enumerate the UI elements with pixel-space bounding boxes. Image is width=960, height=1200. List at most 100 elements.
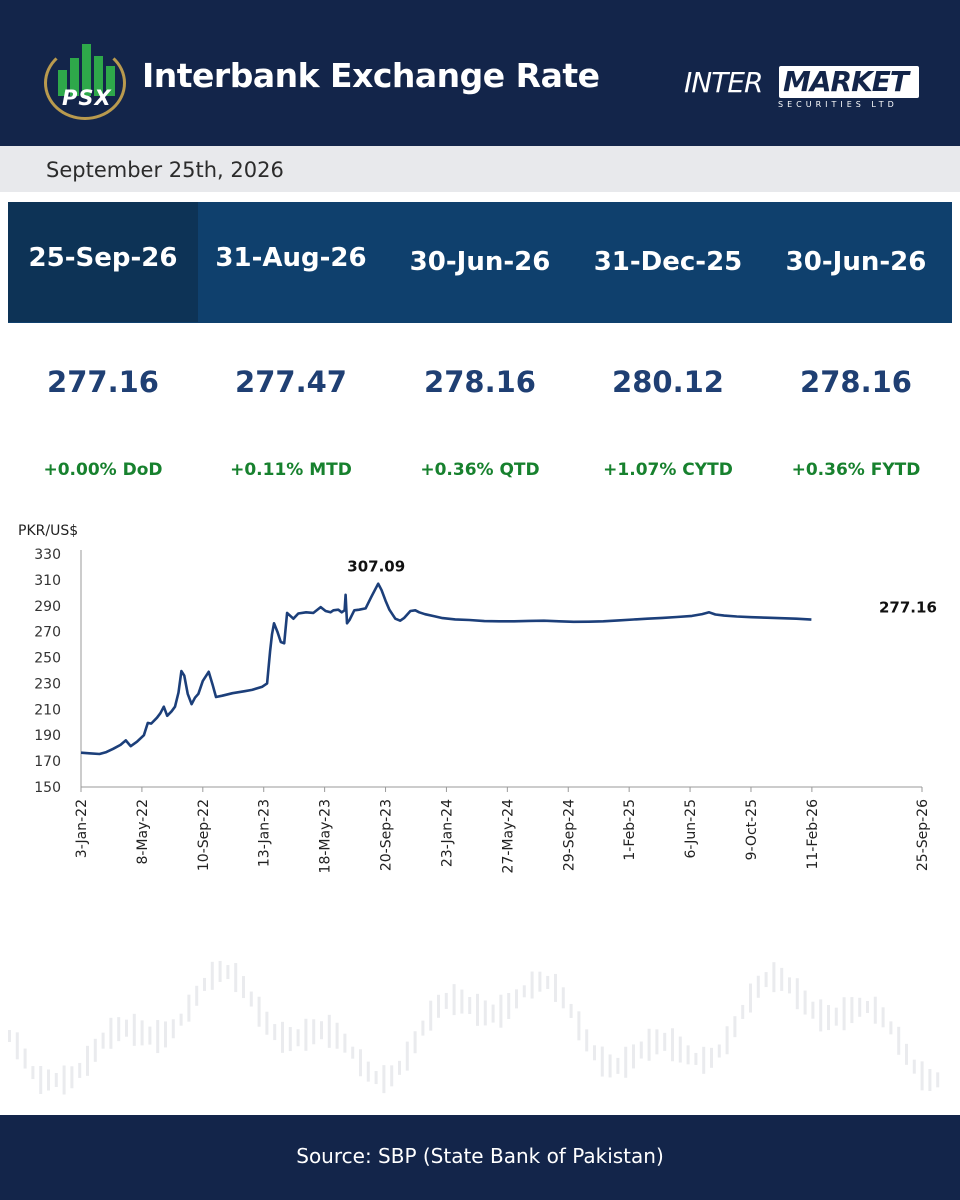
watermark-candle [850,997,854,1024]
watermark-candle [694,1052,698,1065]
watermark-candle [156,1020,160,1054]
x-tick-label: 25-Sep-26 [915,799,931,871]
col-date-5: 30-Jun-26 [785,247,927,277]
y-tick-label: 290 [34,599,61,615]
watermark-candle [608,1054,612,1078]
watermark-candle [881,1007,885,1028]
col-value-2: 277.47 [235,365,347,399]
watermark-candle [936,1072,940,1088]
watermark-candle [273,1024,277,1041]
col-value-1: 277.16 [47,365,159,399]
watermark-candle [288,1027,292,1052]
watermark-candle [242,976,245,999]
watermark-candle [780,967,784,991]
y-tick-label: 150 [34,780,61,796]
watermark-candle [312,1019,316,1045]
psx-logo: PSX [44,40,130,122]
watermark-candle [546,975,550,989]
watermark-candle [452,984,456,1016]
col-date-2: 31-Aug-26 [215,243,367,273]
watermark-candle [179,1013,183,1026]
watermark-candle [616,1057,620,1074]
watermark-candle [171,1019,175,1039]
watermark-candle [554,973,557,1002]
watermark-candle [733,1016,737,1038]
brand-part2: MARKET [779,66,919,98]
watermark-candle [515,989,518,1009]
watermark-candle [390,1065,394,1087]
watermark-candle [296,1029,300,1047]
watermark-candle [429,1000,433,1031]
watermark-candle [741,1004,745,1019]
watermark-candle [827,1005,830,1031]
watermark-candle [444,992,448,1009]
watermark-candle [624,1046,628,1078]
col-date-1: 25-Sep-26 [28,243,178,273]
watermark-candle [249,991,253,1007]
watermark-candle [335,1022,339,1049]
watermark-candle [788,977,791,994]
exchange-rate-chart: PKR/US$ 150 170 190 210 230 250 270 290 310 330 3-J… [18,523,937,873]
watermark-candle [8,1030,11,1042]
watermark-candle [912,1059,916,1074]
watermark-candle [54,1073,58,1087]
brand-part1: INTER [684,66,763,99]
watermark-candle [920,1061,924,1091]
col-change-5: +0.36% FYTD [791,460,921,480]
watermark-candle [663,1032,667,1051]
header-bar: PSX Interbank Exchange Rate INTER MARKET… [0,0,960,146]
x-tick-label: 18-May-23 [318,799,334,873]
watermark-candle [39,1066,43,1094]
watermark-candle [593,1045,596,1061]
watermark-candle [671,1028,674,1062]
data-label: 277.16 [879,598,937,616]
y-tick-label: 190 [34,728,61,744]
watermark-candle [405,1041,409,1071]
data-label: 307.09 [347,558,405,576]
report-date: September 25th, 2026 [46,158,284,182]
watermark-candle [585,1029,589,1052]
watermark-candle [86,1045,89,1076]
watermark-candle [304,1018,308,1051]
watermark-candle [257,996,261,1027]
watermark-candle [655,1029,659,1055]
intermarket-logo: INTER MARKET SECURITIES LTD [684,66,924,112]
watermark-candle [413,1031,417,1054]
watermark-candle [93,1038,97,1062]
watermark-candle [195,985,199,1006]
psx-logo-bars [58,44,116,96]
watermark-candle [468,997,472,1015]
watermark-candle [717,1044,721,1058]
psx-logo-text: PSX [62,86,112,110]
exchange-rate-line [80,582,812,756]
source-note: Source: SBP (State Bank of Pakistan) [296,1144,664,1168]
watermark-candle [327,1014,331,1048]
x-tick-label: 6-Jun-25 [683,799,699,858]
watermark-candle [164,1021,167,1048]
watermark-candle [421,1020,425,1036]
footer-bar: Source: SBP (State Bank of Pakistan) [0,1115,960,1200]
watermark-candle [842,997,846,1031]
x-tick-label: 9-Oct-25 [744,799,760,860]
watermark-candle [569,1003,573,1018]
watermark-candle [811,1001,815,1019]
watermark-candle [109,1017,113,1049]
watermark-candle [897,1026,901,1055]
watermark-candle [148,1026,152,1045]
y-tick-label: 230 [34,676,61,692]
watermark-candle [491,1004,495,1023]
watermark-candle [522,985,526,998]
col-value-5: 278.16 [800,365,912,399]
watermark-candle [62,1065,66,1095]
watermark-candle [772,962,776,993]
watermark-candle [928,1069,932,1091]
x-tick-label: 3-Jan-22 [74,799,90,858]
watermark-candle [31,1066,35,1080]
watermark-candle [203,977,206,991]
watermark-candle [686,1045,690,1065]
watermark-candle [234,963,238,993]
watermark-candle [476,993,479,1026]
x-tick-label: 29-Sep-24 [561,799,577,871]
watermark-candle [218,960,222,982]
watermark-candle [437,994,440,1018]
